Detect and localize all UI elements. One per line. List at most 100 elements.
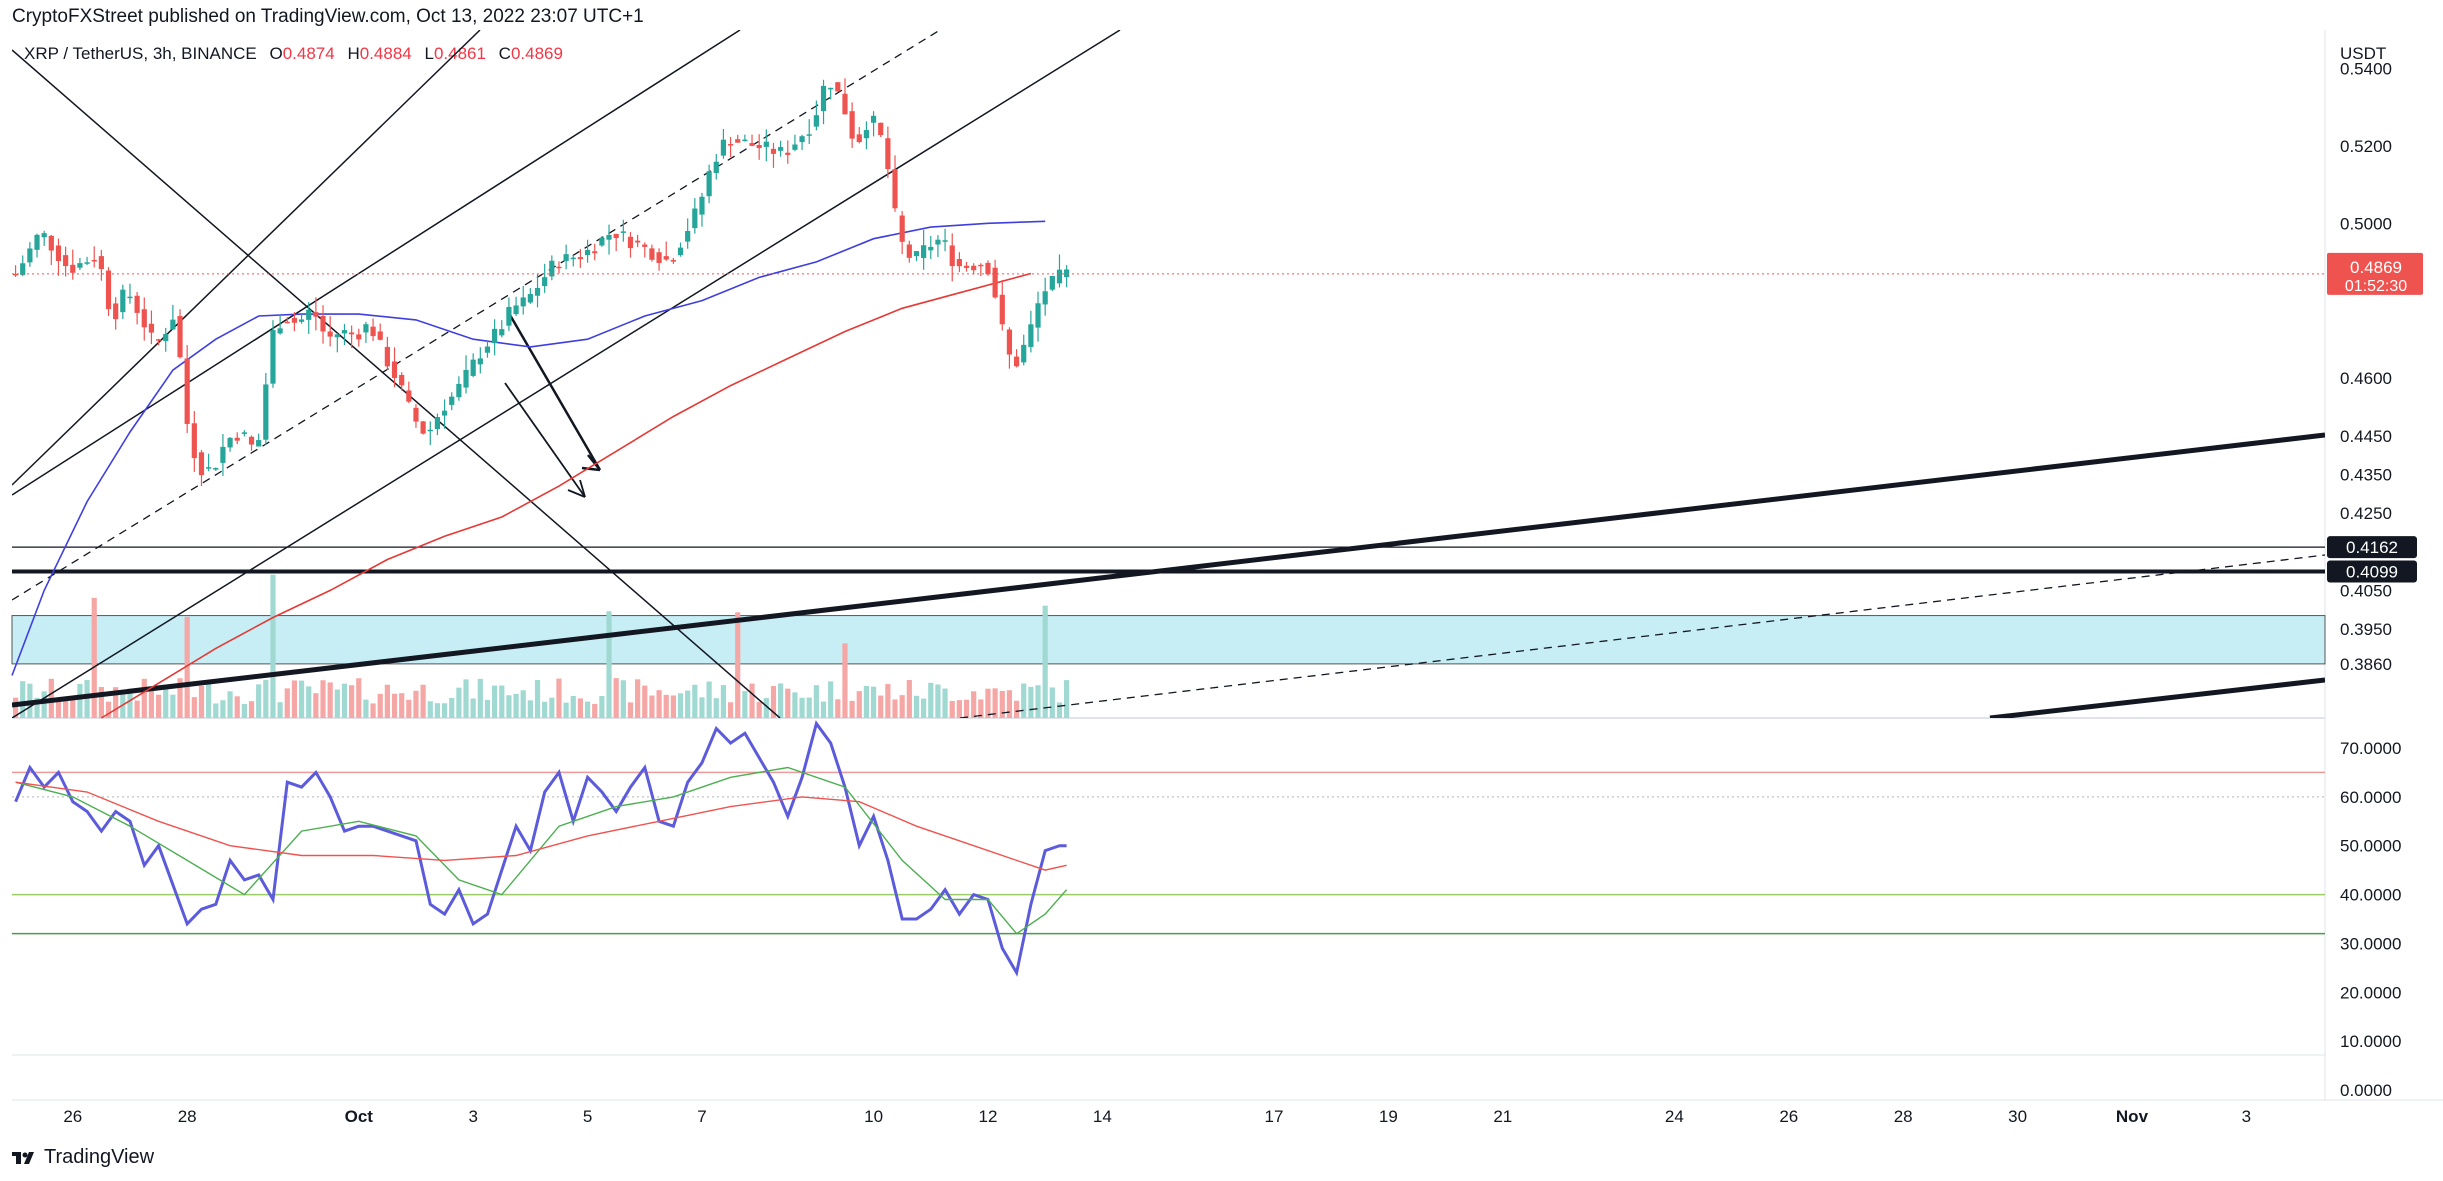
time-axis[interactable]: 26 28 Oct 3 5 7 10 12 14 17 19 21 24 26 28 30 Nov 3: [63, 1107, 2251, 1126]
candle-body: [91, 259, 97, 262]
volume-bar: [985, 688, 991, 718]
candle-body: [542, 277, 548, 287]
volume-bar: [141, 678, 147, 718]
candle-body: [885, 138, 891, 170]
volume-bar: [835, 699, 841, 718]
volume-bar: [735, 612, 741, 718]
volume-bar: [685, 690, 691, 718]
volume-bar: [1064, 680, 1070, 718]
close-label: C: [498, 44, 511, 63]
volume-bar: [499, 685, 505, 718]
horizontal-levels[interactable]: 0.4162 0.4099: [12, 536, 2417, 583]
candle-body: [1028, 324, 1034, 347]
price-tick-label: 0.3950: [2340, 620, 2392, 639]
volume-bar: [1006, 690, 1013, 718]
price-tick-label: 0.4350: [2340, 465, 2392, 484]
candle-body: [992, 267, 998, 298]
time-tick-label: 28: [178, 1107, 197, 1126]
volume-bar: [613, 678, 619, 718]
candle-body: [706, 171, 712, 197]
time-tick-label: 3: [2242, 1107, 2251, 1126]
symbol-legend: XRP / TetherUS, 3h, BINANCE O0.4874 H0.4…: [24, 44, 563, 64]
candle-body: [256, 440, 262, 447]
volume-bar: [334, 689, 340, 718]
tradingview-footer[interactable]: TradingView: [12, 1146, 154, 1169]
footer-brand: TradingView: [44, 1146, 155, 1168]
candle-body: [155, 339, 162, 341]
candle-body: [563, 254, 569, 261]
volume-bar: [921, 698, 927, 718]
candle-body: [427, 429, 433, 432]
price-tick-label: 0.4600: [2340, 369, 2392, 388]
volume-bar: [377, 693, 383, 718]
candle-body: [971, 265, 977, 271]
time-tick-label: 12: [979, 1107, 998, 1126]
candle-body: [584, 249, 591, 256]
candle-body: [227, 437, 233, 448]
ma-blue-line: [11, 220, 1046, 676]
price-tick-label: 0.4050: [2340, 581, 2392, 600]
time-tick-label: 26: [1779, 1107, 1798, 1126]
volume-bar: [12, 697, 19, 718]
volume-bar: [649, 695, 655, 718]
candle-body: [113, 303, 119, 320]
trendline-drawings[interactable]: [12, 30, 2325, 718]
candle-body: [1021, 344, 1027, 363]
volume-bar: [191, 697, 197, 718]
volume-bar: [928, 682, 934, 718]
candle-body: [313, 312, 319, 317]
rsi-axis[interactable]: 70.0000 60.0000 50.0000 40.0000 30.0000 20.00…: [2340, 739, 2401, 1100]
candle-body: [849, 111, 855, 139]
candle-body: [792, 144, 798, 150]
volume-bar: [55, 699, 62, 718]
candle-body: [699, 196, 705, 215]
candle-body: [835, 82, 841, 92]
volume-bar: [642, 685, 648, 718]
candle-body: [1042, 291, 1048, 305]
volume-bar: [820, 701, 827, 718]
volume-bar: [878, 695, 884, 718]
volume-bar: [213, 703, 219, 718]
candle-body: [441, 410, 448, 416]
candle-body: [341, 330, 348, 334]
time-tick-label: 30: [2008, 1107, 2027, 1126]
volume-bar: [599, 696, 605, 718]
time-tick-label: Oct: [345, 1107, 374, 1126]
volume-bar: [241, 703, 247, 718]
candle-body: [942, 240, 948, 242]
volume-bar: [384, 684, 390, 718]
volume-bar: [949, 701, 955, 718]
candle-body: [163, 333, 169, 342]
candle-body: [55, 245, 62, 262]
level-tag: [2327, 536, 2417, 559]
candle-body: [406, 390, 412, 402]
candle-body: [892, 169, 898, 209]
candle-body: [828, 87, 834, 90]
candle-body: [206, 467, 212, 469]
symbol-name[interactable]: XRP / TetherUS, 3h, BINANCE: [24, 44, 257, 63]
rsi-tick-label: 20.0000: [2340, 983, 2401, 1002]
support-zone[interactable]: [11, 615, 2326, 665]
volume-bar: [577, 698, 584, 718]
volume-bar: [549, 697, 555, 718]
candle-body: [906, 244, 912, 258]
volume-bar: [699, 697, 705, 718]
candle-body: [477, 358, 483, 365]
volume-bar: [356, 678, 362, 718]
volume-bar: [763, 698, 769, 718]
candle-body: [785, 152, 791, 155]
volume-bar: [534, 679, 541, 718]
volume-bar: [492, 685, 498, 718]
volume-bar: [77, 683, 83, 718]
candle-body: [306, 309, 312, 320]
candle-body: [985, 262, 991, 275]
candle-body: [770, 148, 777, 154]
volume-bar: [370, 703, 376, 718]
rsi-tick-label: 50.0000: [2340, 837, 2401, 856]
candle-body: [928, 246, 934, 251]
price-axis[interactable]: 0.5400 0.5200 0.5000 0.4600 0.4450 0.4350 0.42…: [2340, 60, 2392, 674]
volume-bar: [34, 697, 40, 718]
volume-bar: [420, 684, 426, 718]
volume-bar: [842, 643, 848, 718]
